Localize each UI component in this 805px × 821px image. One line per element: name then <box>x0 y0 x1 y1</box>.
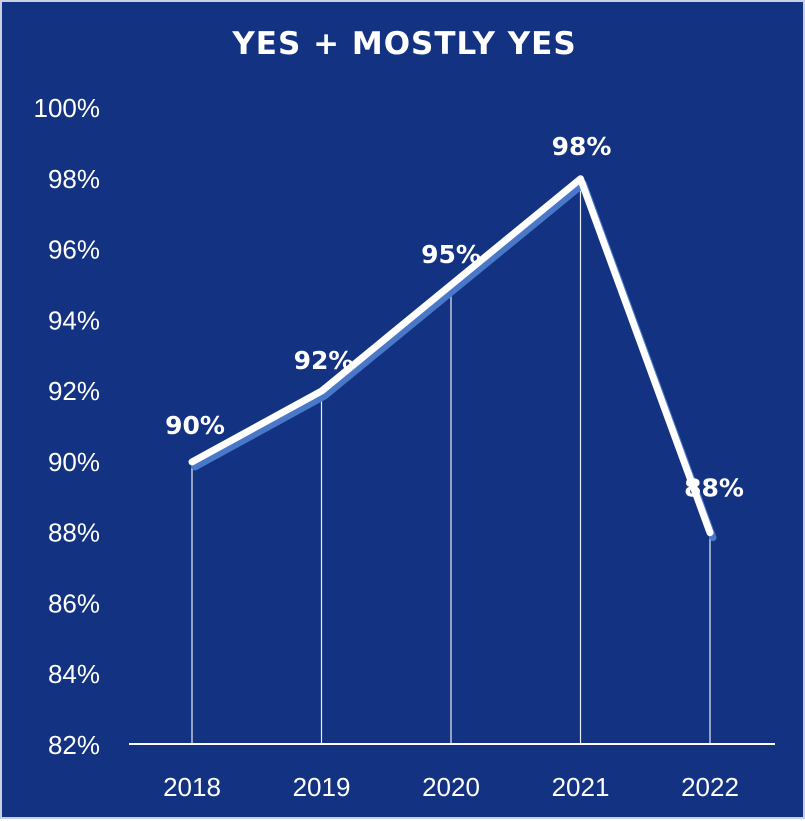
x-tick-label: 2020 <box>422 772 480 802</box>
y-tick-label: 90% <box>48 447 100 477</box>
y-tick-label: 88% <box>48 518 100 548</box>
series-line <box>188 175 714 537</box>
y-tick-label: 94% <box>48 305 100 335</box>
x-tick-label: 2021 <box>552 772 610 802</box>
y-tick-label: 98% <box>48 164 100 194</box>
x-tick-label: 2018 <box>163 772 221 802</box>
y-tick-label: 82% <box>48 730 100 760</box>
series-line-shadow <box>191 180 717 542</box>
drop-lines <box>191 178 711 743</box>
data-label: 98% <box>552 132 612 161</box>
data-label: 92% <box>294 346 354 375</box>
x-tick-label: 2019 <box>293 772 351 802</box>
y-tick-label: 100% <box>34 93 101 123</box>
y-tick-label: 96% <box>48 235 100 265</box>
chart-title: YES + MOSTLY YES <box>232 26 577 62</box>
data-label: 95% <box>421 240 481 269</box>
y-tick-label: 84% <box>48 659 100 689</box>
data-labels: 90% 92% 95% 98% 88% <box>165 132 744 503</box>
y-tick-label: 92% <box>48 376 100 406</box>
data-label: 90% <box>165 411 225 440</box>
y-tick-label: 86% <box>48 588 100 618</box>
x-tick-label: 2022 <box>681 772 739 802</box>
data-label: 88% <box>684 474 744 503</box>
y-axis: 82% 84% 86% 88% 90% 92% 94% 96% 98% 100% <box>34 93 101 760</box>
x-axis: 2018 2019 2020 2021 2022 <box>163 772 739 802</box>
